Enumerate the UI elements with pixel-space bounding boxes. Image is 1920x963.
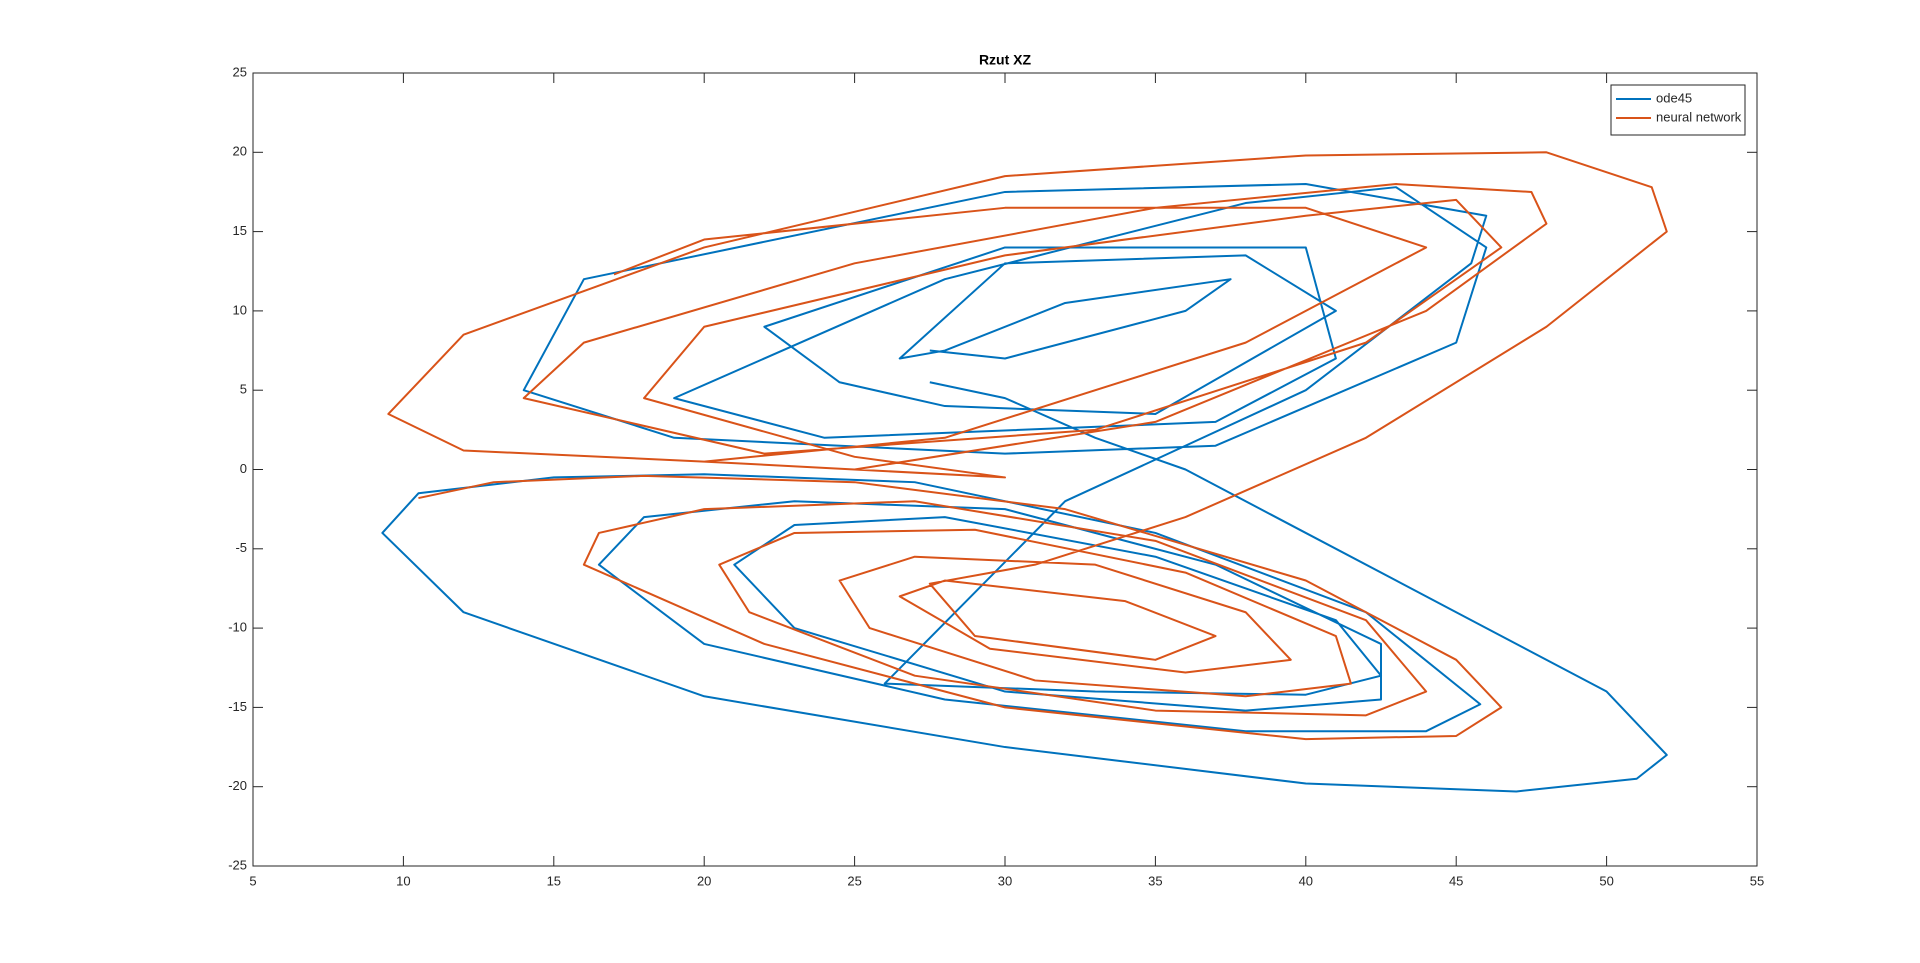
plot-area [252, 72, 1758, 867]
y-tick-label: 25 [233, 64, 247, 79]
y-tick-label: -5 [235, 540, 247, 555]
legend-label: ode45 [1656, 90, 1692, 105]
x-tick-label: 35 [1148, 873, 1162, 888]
y-tick-label: -10 [228, 620, 247, 635]
x-tick-label: 10 [396, 873, 410, 888]
y-tick-label: 10 [233, 302, 247, 317]
x-tick-label: 30 [998, 873, 1012, 888]
legend-box [1610, 84, 1746, 136]
y-tick-label: 0 [240, 461, 247, 476]
series-line [387, 151, 1668, 741]
y-tick-label: 20 [233, 144, 247, 159]
y-tick-label: -25 [228, 857, 247, 872]
chart-title: Rzut XZ [979, 52, 1032, 68]
x-tick-label: 50 [1599, 873, 1613, 888]
legend-label: neural network [1656, 109, 1742, 124]
y-tick-label: 5 [240, 382, 247, 397]
x-tick-label: 55 [1750, 873, 1764, 888]
x-tick-label: 20 [697, 873, 711, 888]
x-tick-label: 5 [249, 873, 256, 888]
y-tick-label: -20 [228, 778, 247, 793]
y-tick-label: 15 [233, 223, 247, 238]
x-tick-label: 25 [847, 873, 861, 888]
x-tick-label: 40 [1299, 873, 1313, 888]
x-tick-label: 15 [547, 873, 561, 888]
legend: ode45 neural network [1610, 84, 1746, 136]
y-tick-label: -15 [228, 699, 247, 714]
series-line [381, 183, 1668, 793]
x-tick-label: 45 [1449, 873, 1463, 888]
